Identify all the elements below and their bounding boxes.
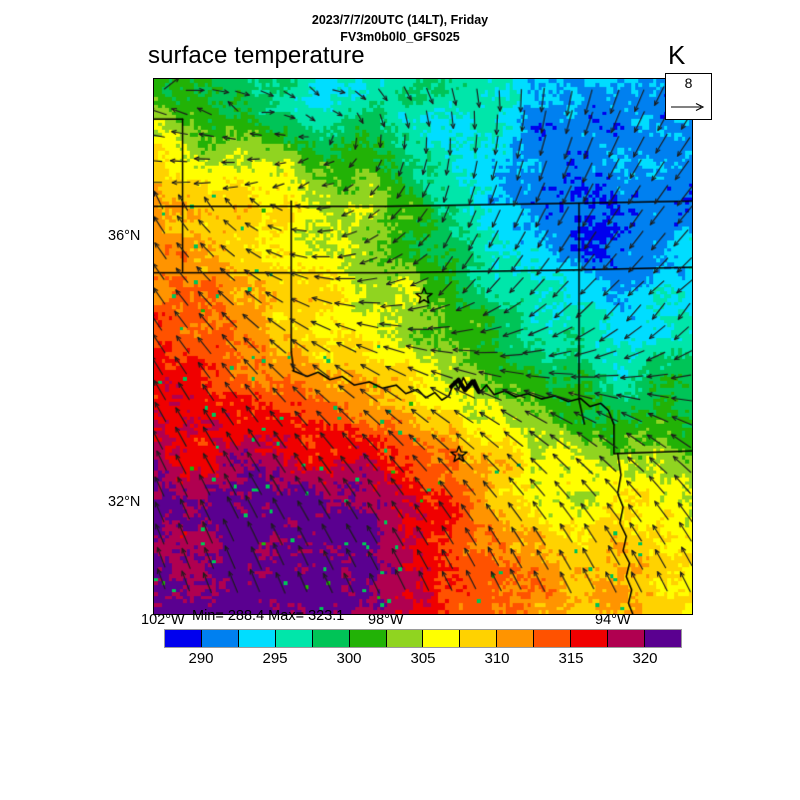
colorbar-tick-305: 305 — [410, 650, 436, 667]
page-title: surface temperature — [148, 42, 365, 69]
title-datetime: 2023/7/7/20UTC (14LT), Friday — [311, 13, 489, 27]
lon-label-98w: 98°W — [368, 612, 404, 628]
colorbar-tick-300: 300 — [336, 650, 362, 667]
colorbar-block-3 — [275, 630, 313, 647]
colorbar-tick-320: 320 — [632, 650, 658, 667]
colorbar-block-12 — [608, 630, 645, 647]
colorbar-block-5 — [349, 630, 387, 647]
colorbar-tick-290: 290 — [188, 650, 214, 667]
colorbar-tick-310: 310 — [484, 650, 510, 667]
colorbar-block-11 — [571, 630, 609, 647]
colorbar-tick-295: 295 — [262, 650, 288, 667]
colorbar-block-7 — [423, 630, 461, 647]
colorbar-block-13 — [644, 630, 681, 647]
unit-label: K — [668, 40, 686, 70]
colorbar-block-1 — [201, 630, 239, 647]
colorbar-block-2 — [238, 630, 276, 647]
colorbar-block-0 — [165, 630, 202, 647]
right-arrow-icon — [671, 103, 705, 111]
min-max-annotation: Min= 288.4 Max= 323.1 — [192, 608, 345, 624]
temperature-field-canvas — [154, 79, 692, 614]
title-model-name: FV3m0b0l0_GFS025 — [340, 30, 460, 44]
lat-label-32n: 32°N — [108, 494, 141, 510]
colorbar-tick-labels: 290 295 300 305 310 315 320 — [164, 650, 682, 670]
lon-label-102w: 102°W — [141, 612, 185, 628]
colorbar-block-6 — [386, 630, 424, 647]
temperature-map[interactable] — [153, 78, 693, 615]
colorbar-block-10 — [534, 630, 572, 647]
colorbar-tick-315: 315 — [558, 650, 584, 667]
lon-label-94w: 94°W — [595, 612, 631, 628]
colorbar-block-9 — [497, 630, 535, 647]
lat-label-36n: 36°N — [108, 228, 141, 244]
wind-vector-reference: 8 — [665, 73, 712, 120]
colorbar-block-8 — [460, 630, 498, 647]
wind-reference-magnitude: 8 — [684, 75, 693, 91]
colorbar-block-4 — [312, 630, 350, 647]
colorbar[interactable] — [164, 629, 682, 648]
